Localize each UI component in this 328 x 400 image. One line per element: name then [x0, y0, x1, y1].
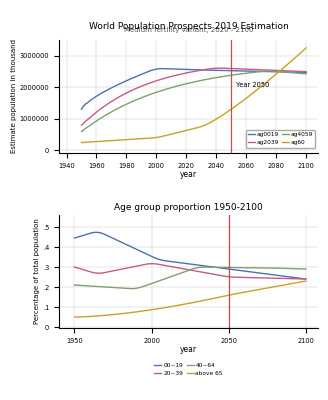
Line: ag2039: ag2039	[81, 68, 306, 125]
Line: ag4059: ag4059	[81, 71, 306, 132]
ag2039	[79, 123, 83, 128]
above 65	[72, 315, 76, 320]
00~19	[94, 230, 98, 235]
ag4059	[79, 129, 83, 134]
above 65	[235, 291, 238, 296]
Text: Year 2050: Year 2050	[236, 82, 269, 88]
20~39	[187, 267, 191, 272]
ag0019	[223, 68, 227, 73]
00~19	[156, 256, 160, 261]
ag0019	[159, 66, 163, 71]
20~39	[215, 272, 218, 277]
ag60	[222, 112, 226, 117]
ag2039	[238, 66, 242, 71]
40~64	[216, 265, 220, 270]
ag60	[189, 127, 193, 132]
above 65	[185, 301, 189, 306]
ag4059	[267, 69, 271, 74]
Line: above 65: above 65	[74, 281, 306, 317]
ag2039	[223, 66, 227, 71]
20~39	[150, 261, 154, 266]
ag0019	[190, 67, 194, 72]
ag4059	[237, 72, 241, 76]
X-axis label: year: year	[180, 345, 197, 354]
ag0019	[217, 68, 221, 73]
ag4059	[301, 71, 305, 76]
40~64	[302, 266, 306, 271]
ag60	[237, 102, 241, 106]
20~39	[236, 275, 240, 280]
20~39	[220, 274, 224, 278]
ag2039	[304, 69, 308, 74]
X-axis label: year: year	[180, 170, 197, 179]
ag0019	[301, 70, 305, 75]
ag2039	[217, 66, 221, 70]
ag2039	[189, 70, 193, 74]
40~64	[187, 268, 191, 273]
00~19	[304, 277, 308, 282]
ag4059	[216, 75, 220, 80]
Title: World Population Prospects 2019 Estimation: World Population Prospects 2019 Estimati…	[89, 22, 288, 31]
ag60	[216, 116, 220, 120]
Y-axis label: Percentage of total population: Percentage of total population	[34, 218, 40, 324]
ag2039	[159, 77, 163, 82]
Line: 00~19: 00~19	[74, 232, 306, 279]
40~64	[237, 265, 241, 270]
00~19	[215, 265, 218, 270]
Line: 40~64: 40~64	[74, 267, 306, 289]
ag60	[79, 140, 83, 145]
40~64	[202, 265, 206, 270]
20~39	[304, 277, 308, 282]
ag2039	[301, 69, 305, 74]
Line: 20~39: 20~39	[74, 264, 306, 279]
40~64	[304, 267, 308, 272]
40~64	[156, 279, 160, 284]
above 65	[299, 280, 303, 284]
40~64	[72, 283, 76, 288]
above 65	[154, 307, 158, 312]
20~39	[301, 276, 305, 281]
ag0019	[160, 66, 164, 71]
ag2039	[216, 66, 220, 70]
ag60	[300, 50, 304, 54]
Text: Medium fertility variant, 2020 - 2100: Medium fertility variant, 2020 - 2100	[124, 27, 253, 33]
00~19	[220, 266, 224, 271]
ag0019	[304, 70, 308, 75]
40~64	[130, 286, 133, 291]
Title: Age group proportion 1950-2100: Age group proportion 1950-2100	[114, 202, 263, 212]
above 65	[213, 296, 217, 300]
00~19	[72, 236, 76, 240]
40~64	[222, 265, 226, 270]
ag60	[304, 46, 308, 50]
00~19	[187, 262, 191, 266]
Legend: 00~19, 20~39, 40~64, above 65: 00~19, 20~39, 40~64, above 65	[152, 360, 225, 378]
Y-axis label: Estimate population in thousand: Estimate population in thousand	[11, 40, 17, 154]
Line: ag60: ag60	[81, 48, 306, 142]
ag4059	[222, 74, 226, 79]
ag4059	[304, 72, 308, 76]
00~19	[301, 276, 305, 281]
ag0019	[79, 107, 83, 112]
ag4059	[189, 80, 193, 85]
above 65	[219, 294, 223, 299]
00~19	[236, 268, 240, 273]
above 65	[304, 279, 308, 284]
ag4059	[159, 88, 163, 93]
20~39	[156, 262, 160, 266]
Legend: ag0019, ag2039, ag4059, ag60: ag0019, ag2039, ag4059, ag60	[246, 130, 315, 148]
ag60	[159, 134, 163, 139]
20~39	[72, 265, 76, 270]
ag0019	[238, 68, 242, 73]
Line: ag0019: ag0019	[81, 69, 306, 110]
